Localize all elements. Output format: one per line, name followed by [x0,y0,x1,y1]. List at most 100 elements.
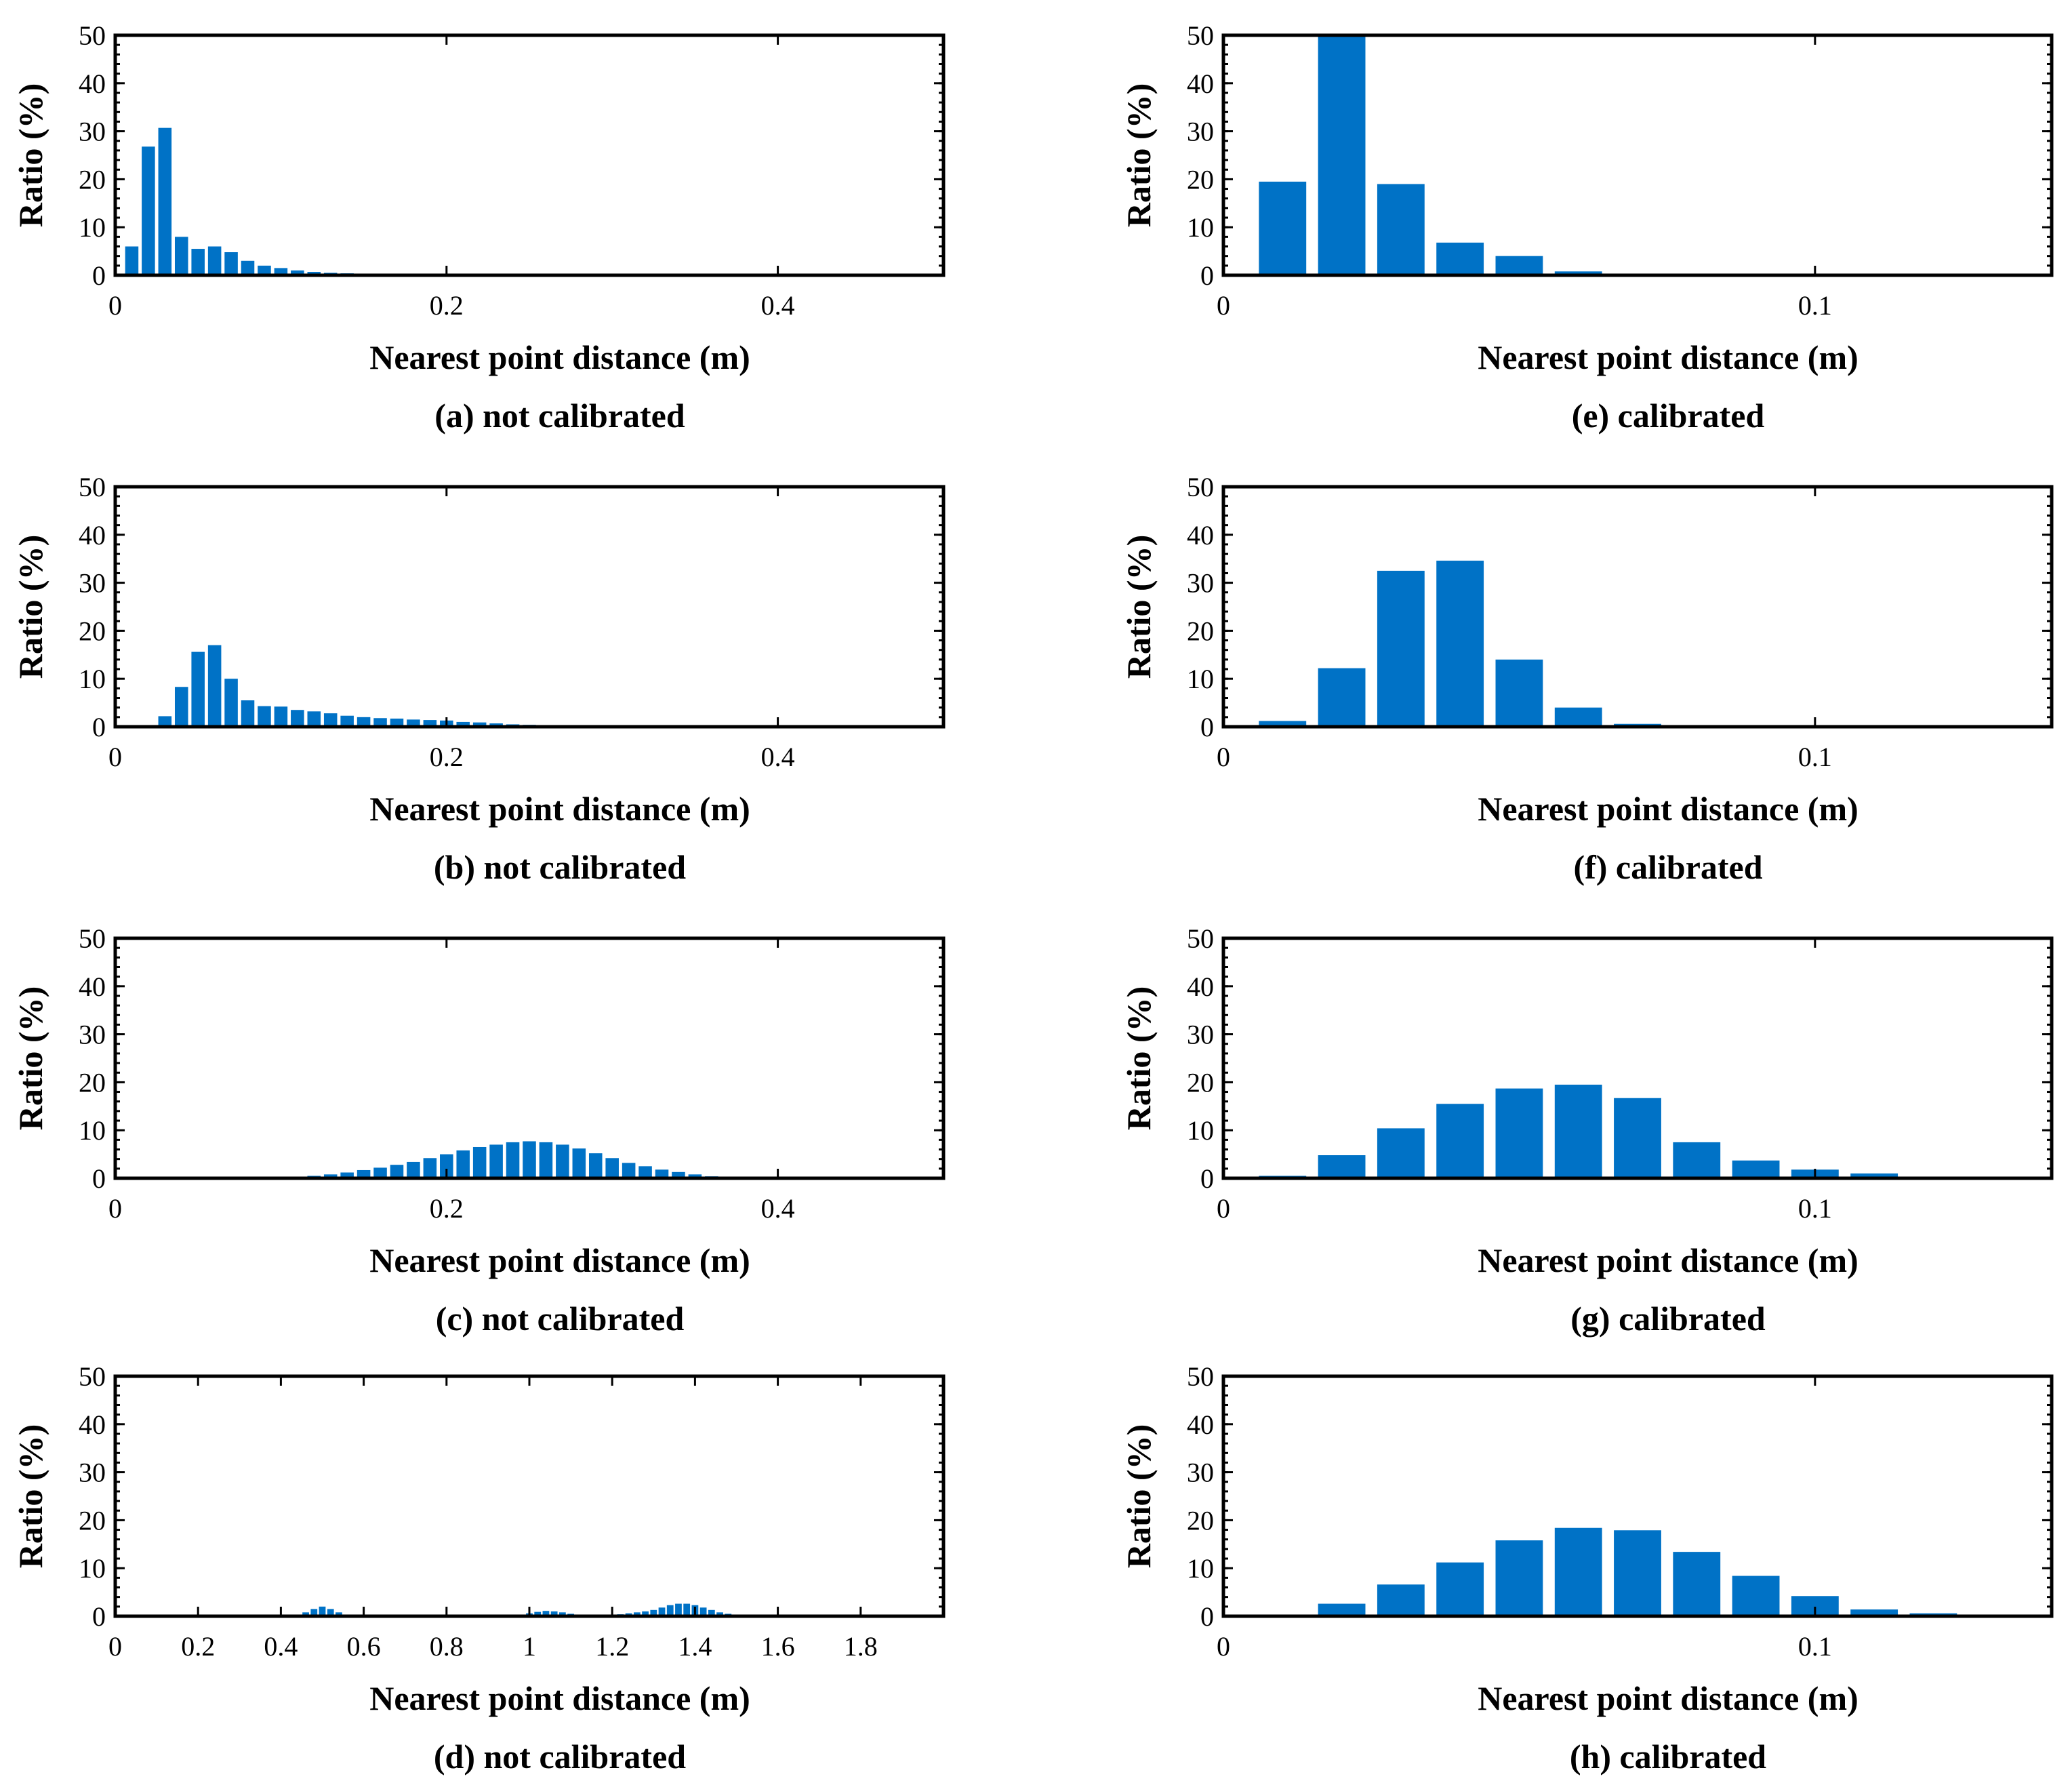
xtick-label-f-1: 0.1 [1798,742,1832,772]
ylabel-a: Ratio (%) [12,83,49,227]
ytick-label-d-3: 30 [79,1458,106,1488]
bar-b-18 [456,721,470,727]
xlabel-c: Nearest point distance (m) [369,1241,750,1279]
bar-c-14 [539,1142,553,1178]
chart-panel-f: 0 10 20 30 40 50 0 0.1 Ratio (%) Nearest point di… [1120,472,2054,886]
ytick-label-e-4: 40 [1187,68,1214,99]
bar-b-5 [241,700,255,727]
plot-frame-g [1221,936,2054,1180]
xlabel-g: Nearest point distance (m) [1478,1241,1858,1279]
bar-h-6 [1673,1552,1721,1616]
plot-frame-h [1221,1374,2054,1618]
caption-f: (f) calibrated [1573,848,1762,886]
bar-b-8 [291,710,304,727]
bar-c-11 [489,1144,503,1178]
bar-b-1 [174,687,188,727]
ytick-label-g-2: 20 [1187,1067,1214,1098]
bar-g-6 [1614,1098,1661,1178]
xlabel-f: Nearest point distance (m) [1478,790,1858,828]
bar-b-15 [407,719,420,727]
ytick-label-b-2: 20 [79,616,106,646]
bar-d-2 [310,1609,318,1616]
bar-d-9 [534,1611,542,1616]
bar-g-7 [1673,1142,1721,1178]
xtick-label-d-8: 1.6 [761,1631,795,1662]
plot-frame-e [1221,33,2054,277]
ytick-label-h-3: 30 [1187,1458,1214,1488]
bar-b-7 [274,706,288,727]
bar-c-21 [655,1169,669,1178]
bar-c-22 [672,1171,685,1178]
bar-d-21 [658,1607,666,1616]
xlabel-b: Nearest point distance (m) [369,790,750,828]
bar-c-15 [556,1144,569,1178]
ytick-label-h-2: 20 [1187,1505,1214,1536]
xtick-label-d-5: 1 [523,1631,536,1662]
chart-panel-b: 0 10 20 30 40 50 0 0.2 0.4 Ratio (%) Nearest point… [12,472,946,886]
bar-c-19 [622,1163,636,1178]
ytick-label-f-5: 50 [1187,472,1214,502]
xtick-label-d-2: 0.4 [264,1631,298,1662]
xtick-label-d-0: 0 [108,1631,122,1662]
bar-a-6 [224,252,238,275]
xtick-label-g-1: 0.1 [1798,1193,1832,1224]
bar-h-0 [1318,1603,1366,1616]
bar-b-10 [323,713,338,727]
bar-b-4 [224,679,238,727]
ytick-label-c-3: 30 [79,1020,106,1050]
bar-a-0 [125,246,139,275]
xtick-label-b-1: 0.2 [430,742,464,772]
plot-frame-a [113,33,946,277]
bar-e-5 [1554,271,1602,275]
bar-b-11 [340,715,354,727]
xtick-label-d-3: 0.6 [347,1631,381,1662]
bar-b-6 [258,706,271,727]
bar-d-4 [327,1609,334,1616]
bar-h-9 [1850,1609,1898,1616]
ytick-label-e-0: 0 [1200,260,1214,291]
bar-h-1 [1377,1584,1425,1616]
bar-c-8 [440,1154,453,1178]
ytick-label-h-4: 40 [1187,1409,1214,1440]
ytick-label-b-4: 40 [79,520,106,550]
bar-h-4 [1554,1527,1602,1616]
ytick-label-f-3: 30 [1187,568,1214,599]
ytick-label-b-1: 10 [79,664,106,694]
bar-a-10 [291,270,304,275]
bar-g-3 [1436,1104,1484,1178]
bar-c-4 [373,1167,387,1178]
xtick-label-d-1: 0.2 [181,1631,215,1662]
bar-d-28 [716,1612,723,1616]
chart-panel-c: 0 10 20 30 40 50 0 0.2 0.4 Ratio (%) Nearest point… [12,923,946,1338]
bar-a-2 [158,127,172,275]
xtick-label-c-0: 0 [108,1193,122,1224]
bar-b-14 [390,718,404,727]
xtick-label-c-2: 0.4 [761,1193,795,1224]
bar-d-18 [633,1612,641,1616]
ylabel-e: Ratio (%) [1120,83,1158,227]
bar-b-19 [472,722,487,727]
bar-c-10 [472,1146,487,1178]
ylabel-c: Ratio (%) [12,986,49,1130]
ylabel-f: Ratio (%) [1120,535,1158,679]
bar-f-2 [1377,570,1425,727]
bar-c-2 [340,1172,354,1178]
caption-d: (d) not calibrated [434,1738,686,1776]
bar-a-1 [142,146,155,275]
ytick-label-d-1: 10 [79,1553,106,1584]
plot-frame-b [113,485,946,729]
xtick-label-h-1: 0.1 [1798,1631,1832,1662]
bar-f-5 [1554,707,1602,727]
bar-c-6 [407,1161,420,1178]
xtick-label-f-0: 0 [1217,742,1230,772]
bar-d-23 [675,1603,682,1616]
bar-b-13 [373,718,387,727]
bar-d-3 [319,1606,326,1616]
ytick-label-e-3: 30 [1187,117,1214,147]
bar-d-12 [558,1612,566,1616]
caption-g: (g) calibrated [1570,1300,1766,1338]
xtick-label-d-7: 1.4 [678,1631,712,1662]
ytick-label-e-5: 50 [1187,20,1214,51]
ytick-label-h-5: 50 [1187,1361,1214,1392]
